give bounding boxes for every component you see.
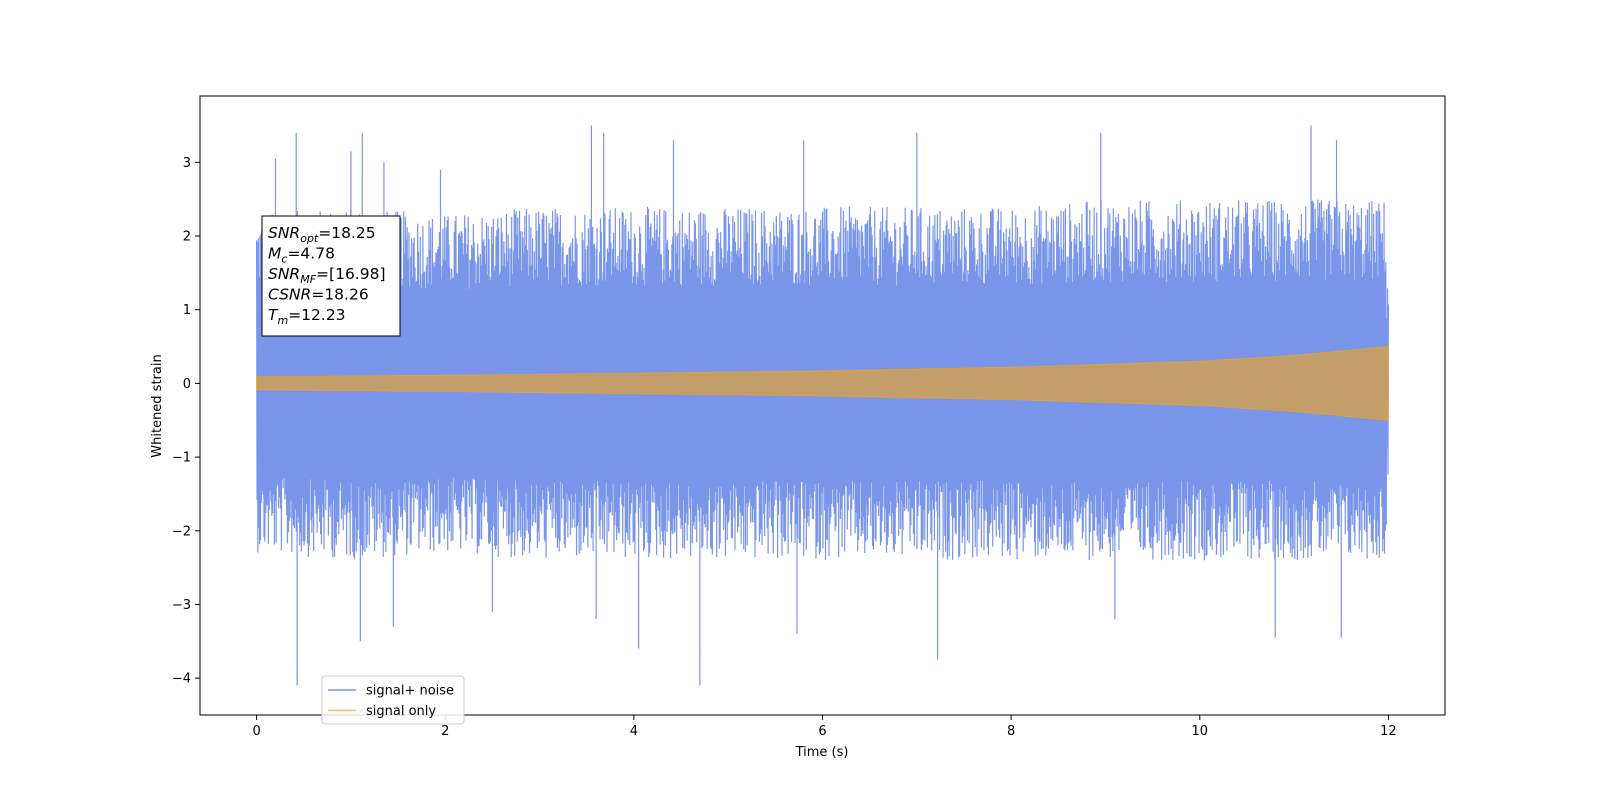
annotation-line: CSNR=18.26 [268,286,369,304]
x-tick-label: 8 [1007,724,1015,739]
legend-entry: signal+ noise [366,684,454,699]
y-tick-label: −4 [172,672,191,687]
x-tick-label: 2 [441,724,449,739]
legend-box [321,675,465,725]
y-tick-label: 1 [183,303,191,318]
y-tick-label: −1 [172,451,191,466]
plot-area [255,125,1390,686]
x-tick-label: 6 [818,724,826,739]
series-line-signal-only [256,346,1389,421]
legend-entry: signal only [366,704,436,719]
x-tick-label: 12 [1380,724,1397,739]
x-tick-label: 4 [630,724,638,739]
x-axis-label: Time (s) [795,745,849,760]
y-tick-label: 2 [183,230,191,245]
x-tick-label: 10 [1191,724,1208,739]
annotation-line: SNRopt=18.25 [268,224,376,245]
annotation-box [261,215,401,337]
x-tick-label: 0 [252,724,260,739]
y-tick-label: −3 [172,598,191,613]
annotation-line: Mc=4.78 [268,245,335,266]
stats-annotation: SNRopt=18.25Mc=4.78SNRMF=[16.98]CSNR=18.… [261,215,401,337]
annotation-line: Tm=12.23 [268,306,346,327]
legend: signal+ noise signal only [321,675,465,725]
y-tick-label: 3 [183,156,191,171]
annotation-line: SNRMF=[16.98] [268,265,386,286]
y-axis-label: Whitened strain [150,354,165,457]
y-axis: 3 2 1 0 −1 −2 −3 −4 [172,156,200,687]
y-tick-label: 0 [183,377,191,392]
y-tick-label: −2 [172,524,191,539]
